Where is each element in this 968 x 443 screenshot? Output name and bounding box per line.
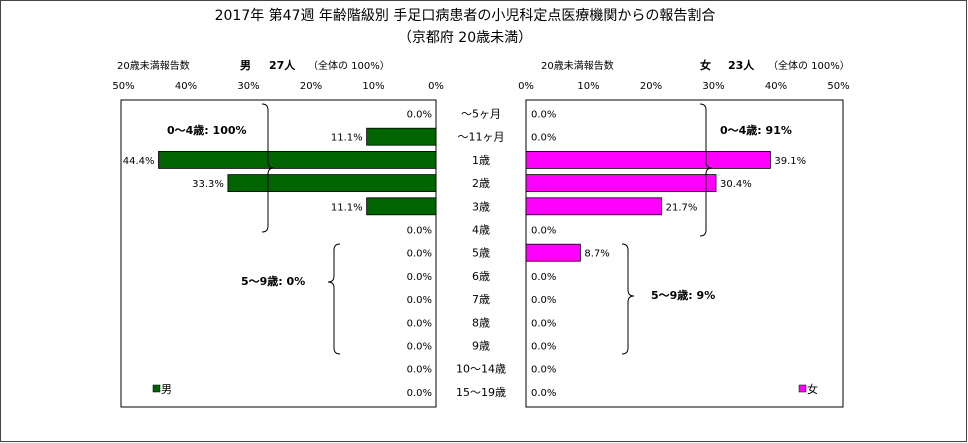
female-5-9-brace xyxy=(621,243,635,355)
male-0-4-annotation: 0～4歳: 100% xyxy=(167,123,247,137)
male-value-label: 0.0% xyxy=(407,272,432,283)
female-value-label: 39.1% xyxy=(774,156,806,167)
male-value-label: 0.0% xyxy=(407,249,432,260)
female-value-label: 0.0% xyxy=(531,272,556,283)
female-bar xyxy=(525,243,581,262)
category-label: ～5ヶ月 xyxy=(461,108,501,121)
male-5-9-brace xyxy=(327,243,341,355)
female-x-tick-label: 50% xyxy=(827,81,849,92)
male-header-count: 27人 xyxy=(269,58,296,72)
female-value-label: 8.7% xyxy=(584,249,609,260)
female-x-tick-label: 20% xyxy=(640,81,662,92)
category-label: 8歳 xyxy=(472,316,490,329)
female-value-label: 0.0% xyxy=(531,318,556,329)
male-value-label: 0.0% xyxy=(407,295,432,306)
male-bar xyxy=(366,127,437,146)
male-x-tick-label: 30% xyxy=(237,81,259,92)
female-bar xyxy=(525,150,771,169)
category-label: 3歳 xyxy=(472,200,490,213)
male-value-label: 0.0% xyxy=(407,110,432,121)
male-x-tick-label: 10% xyxy=(362,81,384,92)
male-x-tick-label: 20% xyxy=(300,81,322,92)
category-label: 5歳 xyxy=(472,247,490,260)
female-header-note: （全体の 100%） xyxy=(768,59,850,72)
female-value-label: 21.7% xyxy=(666,202,698,213)
female-legend-label: 女 xyxy=(807,382,818,396)
male-x-tick-label: 40% xyxy=(175,81,197,92)
category-label: 10～14歳 xyxy=(456,363,506,376)
female-x-tick-label: 0% xyxy=(518,81,534,92)
female-legend-swatch xyxy=(798,384,807,393)
female-value-label: 0.0% xyxy=(531,295,556,306)
male-value-label: 33.3% xyxy=(192,179,224,190)
male-5-9-annotation: 5～9歳: 0% xyxy=(241,274,305,288)
category-label: 4歳 xyxy=(472,224,490,237)
male-bar xyxy=(158,150,437,169)
female-header-count: 23人 xyxy=(728,58,755,72)
male-header-left: 20歳未満報告数 xyxy=(117,59,190,72)
category-label: ～11ヶ月 xyxy=(458,131,505,144)
male-header-note: （全体の 100%） xyxy=(308,59,390,72)
category-label: 15～19歳 xyxy=(456,386,506,399)
male-0-4-brace xyxy=(261,103,275,233)
category-label: 2歳 xyxy=(472,177,490,190)
category-label: 1歳 xyxy=(472,154,490,167)
category-label: 6歳 xyxy=(472,270,490,283)
chart-subtitle: （京都府 20歳未満） xyxy=(398,30,532,46)
male-header-sex: 男 xyxy=(240,59,251,72)
male-legend-label: 男 xyxy=(161,383,172,396)
male-value-label: 0.0% xyxy=(407,388,432,399)
female-value-label: 0.0% xyxy=(531,133,556,144)
female-value-label: 0.0% xyxy=(531,110,556,121)
male-bar xyxy=(227,174,437,193)
male-value-label: 0.0% xyxy=(407,226,432,237)
female-0-4-brace xyxy=(699,103,713,237)
female-value-label: 0.0% xyxy=(531,365,556,376)
male-plot-area xyxy=(120,99,437,408)
category-label: 9歳 xyxy=(472,340,490,353)
female-header-sex: 女 xyxy=(700,58,711,72)
female-header-left: 20歳未満報告数 xyxy=(541,59,614,72)
female-value-label: 0.0% xyxy=(531,226,556,237)
category-label: 7歳 xyxy=(472,293,490,306)
female-x-tick-label: 40% xyxy=(765,81,787,92)
male-bar xyxy=(366,197,437,216)
female-5-9-annotation: 5～9歳: 9% xyxy=(651,288,715,302)
male-legend-swatch xyxy=(152,384,161,393)
female-value-label: 0.0% xyxy=(531,342,556,353)
male-x-tick-label: 50% xyxy=(112,81,134,92)
male-value-label: 0.0% xyxy=(407,365,432,376)
female-0-4-annotation: 0～4歳: 91% xyxy=(720,123,792,137)
female-value-label: 0.0% xyxy=(531,388,556,399)
female-bar xyxy=(525,174,717,193)
male-value-label: 0.0% xyxy=(407,342,432,353)
female-value-label: 30.4% xyxy=(720,179,752,190)
chart-title: 2017年 第47週 年齢階級別 手足口病患者の小児科定点医療機関からの報告割合 xyxy=(215,7,716,24)
male-value-label: 0.0% xyxy=(407,318,432,329)
male-value-label: 11.1% xyxy=(331,202,363,213)
male-x-tick-label: 0% xyxy=(428,81,444,92)
female-bar xyxy=(525,197,663,216)
male-value-label: 11.1% xyxy=(331,133,363,144)
female-x-tick-label: 10% xyxy=(577,81,599,92)
female-x-tick-label: 30% xyxy=(702,81,724,92)
male-value-label: 44.4% xyxy=(123,156,155,167)
